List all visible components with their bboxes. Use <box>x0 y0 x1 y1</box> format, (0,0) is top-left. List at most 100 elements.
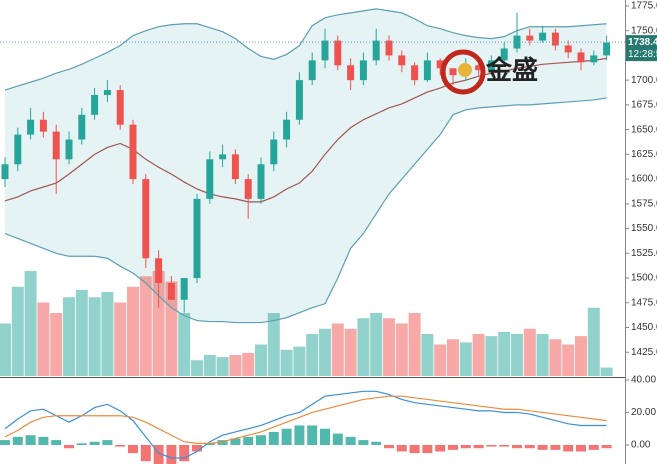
candle-body <box>359 60 367 81</box>
y-tick-label: 1775.00 <box>631 1 657 12</box>
candle-body <box>193 198 201 279</box>
candle-body <box>487 60 495 71</box>
candle-body <box>398 55 406 66</box>
volume-bar <box>267 313 280 376</box>
y-tick-label: 1625.00 <box>631 149 657 160</box>
macd-hist <box>153 444 164 464</box>
y-tick-label: 1700.00 <box>631 75 657 86</box>
volume-bar <box>88 297 101 376</box>
candle-body <box>91 94 99 115</box>
macd-hist <box>76 443 87 445</box>
macd-hist <box>268 431 279 445</box>
candle-body <box>244 179 252 199</box>
macd-hist <box>115 444 126 447</box>
macd-hist <box>166 444 177 464</box>
macd-hist <box>448 444 458 450</box>
volume-bar <box>472 334 485 376</box>
y-tick-label: 1475.00 <box>631 297 657 308</box>
volume-bar <box>357 318 370 376</box>
candle-body <box>103 90 111 95</box>
band-fill <box>5 8 607 323</box>
y-tick-label: 1750.00 <box>631 25 657 36</box>
macd-hist <box>435 444 446 452</box>
volume-bar <box>63 297 75 376</box>
volume-bar <box>255 344 267 376</box>
candle-body <box>385 40 393 56</box>
macd-hist <box>217 440 228 445</box>
volume-bar <box>408 313 421 376</box>
logo-ring <box>440 49 486 95</box>
volume-bar <box>421 334 434 376</box>
volume-bar <box>139 276 152 376</box>
candle-body <box>603 42 611 56</box>
macd-hist <box>460 444 471 449</box>
volume-bar <box>101 292 114 376</box>
volume-bar <box>459 342 472 376</box>
volume-bar <box>587 307 600 376</box>
volume-bar <box>383 318 395 376</box>
macd-hist <box>89 441 100 445</box>
last-price-label: 1738.43 <box>628 37 657 48</box>
macd-hist <box>294 425 305 445</box>
volume-bar <box>600 367 613 376</box>
macd-hist <box>102 440 113 445</box>
volume-bar <box>319 328 331 376</box>
macd-hist <box>550 444 561 450</box>
volume-bar <box>293 346 306 376</box>
volume-bar <box>485 336 498 376</box>
volume-bar <box>216 357 229 376</box>
volume-bar <box>203 355 216 376</box>
macd-hist <box>524 444 535 449</box>
volume-bar <box>498 331 511 376</box>
volume-bar <box>152 271 165 376</box>
macd-hist <box>140 444 151 462</box>
middle-band <box>4 57 607 203</box>
volume-bar <box>114 302 127 376</box>
macd-hist <box>230 438 241 445</box>
volume-bar <box>127 286 139 376</box>
volume-bar <box>511 334 523 376</box>
volume-bar <box>575 336 587 376</box>
volume-bar <box>37 302 50 376</box>
y-tick-label: 0.00 <box>631 440 651 451</box>
volume-bar <box>447 339 459 376</box>
candle-body <box>577 52 585 63</box>
volume-bar <box>562 344 575 376</box>
logo-dot <box>458 63 472 77</box>
macd-hist <box>12 436 23 445</box>
volume-bar <box>75 289 88 376</box>
volume-bar <box>370 313 383 376</box>
macd-hist <box>51 440 62 445</box>
candle-body <box>155 258 163 283</box>
volume-bar <box>24 271 37 376</box>
candle-body <box>231 154 239 180</box>
candle-body <box>308 60 316 81</box>
volume-bar <box>280 349 293 376</box>
y-tick-label: 1650.00 <box>631 124 657 135</box>
volume-bar <box>178 313 191 376</box>
macd-hist <box>179 444 190 462</box>
macd-hist <box>281 428 292 445</box>
candle-body <box>283 119 291 140</box>
candle-body <box>206 159 214 199</box>
candle-body <box>27 119 35 135</box>
candle-body <box>180 278 188 300</box>
macd-hist <box>64 444 74 449</box>
price-tag-bg <box>626 35 657 62</box>
volume-bar <box>229 355 242 376</box>
macd-hist <box>601 444 612 449</box>
logo-text: 金盛 <box>485 55 538 85</box>
volume-bar <box>191 360 203 376</box>
dea-line <box>4 395 607 444</box>
y-tick-label: 1600.00 <box>631 174 657 185</box>
candle-body <box>167 282 175 300</box>
volume-bar <box>434 344 447 376</box>
candle-body <box>449 68 457 76</box>
volume-bar <box>344 328 357 376</box>
candle-body <box>500 48 508 61</box>
macd-hist <box>38 436 49 445</box>
volume-bar <box>242 352 255 376</box>
y-tick-label: 1425.00 <box>631 347 657 358</box>
macd-hist <box>537 444 548 450</box>
